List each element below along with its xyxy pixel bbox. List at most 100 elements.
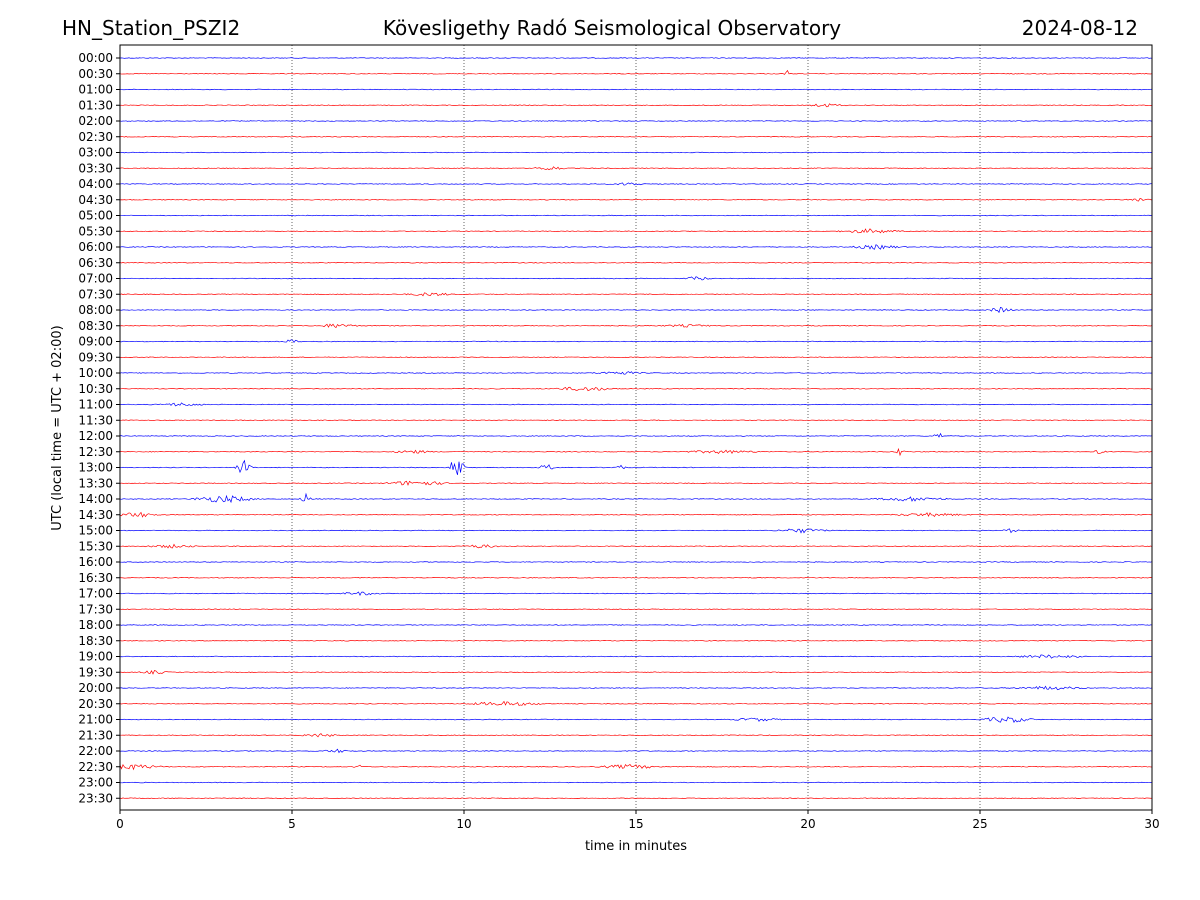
x-tick-label: 15 bbox=[628, 817, 643, 831]
y-tick-label: 01:30 bbox=[78, 98, 113, 112]
y-tick-label: 06:30 bbox=[78, 256, 113, 270]
trace-1530 bbox=[119, 543, 1153, 549]
trace-1030 bbox=[119, 386, 1153, 392]
y-tick-label: 03:30 bbox=[78, 161, 113, 175]
y-tick-label: 00:30 bbox=[78, 67, 113, 81]
y-tick-label: 02:00 bbox=[78, 114, 113, 128]
y-tick-label: 21:00 bbox=[78, 713, 113, 727]
x-axis-label: time in minutes bbox=[585, 839, 687, 854]
y-tick-label: 10:00 bbox=[78, 366, 113, 380]
trace-0230 bbox=[119, 136, 1153, 138]
y-tick-label: 18:00 bbox=[78, 618, 113, 632]
y-tick-label: 05:00 bbox=[78, 209, 113, 223]
x-tick-label: 30 bbox=[1144, 817, 1159, 831]
y-tick-label: 09:30 bbox=[78, 350, 113, 364]
x-tick-label: 0 bbox=[116, 817, 124, 831]
trace-0400 bbox=[119, 182, 1153, 186]
y-tick-label: 11:00 bbox=[78, 398, 113, 412]
y-tick-label: 23:00 bbox=[78, 776, 113, 790]
y-tick-label: 20:30 bbox=[78, 697, 113, 711]
trace-0700 bbox=[119, 276, 1153, 281]
trace-1730 bbox=[119, 608, 1153, 610]
trace-0530 bbox=[119, 228, 1153, 234]
trace-0330 bbox=[119, 166, 1153, 171]
trace-1300 bbox=[119, 459, 1153, 475]
y-tick-label: 10:30 bbox=[78, 382, 113, 396]
y-tick-label: 22:00 bbox=[78, 744, 113, 758]
x-tick-label: 10 bbox=[456, 817, 471, 831]
trace-0600 bbox=[119, 244, 1153, 250]
y-tick-label: 04:30 bbox=[78, 193, 113, 207]
trace-0000 bbox=[119, 57, 1153, 59]
trace-2030 bbox=[119, 700, 1153, 706]
y-axis-label: UTC (local time = UTC + 02:00) bbox=[50, 325, 65, 530]
y-tick-label: 15:30 bbox=[78, 539, 113, 553]
chart-title-station: HN_Station_PSZI2 bbox=[62, 16, 240, 40]
y-tick-label: 05:30 bbox=[78, 224, 113, 238]
trace-0900 bbox=[119, 339, 1153, 344]
y-tick-label: 13:00 bbox=[78, 461, 113, 475]
trace-1700 bbox=[119, 591, 1153, 596]
y-tick-label: 11:30 bbox=[78, 413, 113, 427]
trace-1500 bbox=[119, 528, 1153, 534]
trace-2100 bbox=[119, 716, 1153, 724]
trace-1930 bbox=[119, 669, 1153, 675]
y-tick-label: 21:30 bbox=[78, 728, 113, 742]
trace-1000 bbox=[119, 371, 1153, 375]
trace-2200 bbox=[119, 748, 1153, 754]
y-tick-label: 19:00 bbox=[78, 650, 113, 664]
chart-title-observatory: Kövesligethy Radó Seismological Observat… bbox=[383, 16, 841, 40]
trace-1330 bbox=[119, 480, 1153, 486]
y-tick-label: 14:30 bbox=[78, 508, 113, 522]
x-tick-label: 25 bbox=[972, 817, 987, 831]
trace-2330 bbox=[119, 797, 1153, 799]
y-tick-label: 12:30 bbox=[78, 445, 113, 459]
y-tick-label: 12:00 bbox=[78, 429, 113, 443]
y-tick-label: 14:00 bbox=[78, 492, 113, 506]
trace-1100 bbox=[119, 402, 1153, 407]
x-ticks: 0 5 10 15 20 25 30 bbox=[116, 810, 1160, 831]
trace-0800 bbox=[119, 306, 1153, 314]
trace-1630 bbox=[119, 577, 1153, 579]
y-tick-label: 07:00 bbox=[78, 272, 113, 286]
trace-1900 bbox=[119, 654, 1153, 659]
y-tick-label: 16:30 bbox=[78, 571, 113, 585]
trace-0500 bbox=[119, 214, 1153, 217]
trace-0730 bbox=[119, 292, 1153, 297]
y-tick-label: 02:30 bbox=[78, 130, 113, 144]
trace-1800 bbox=[119, 624, 1153, 626]
trace-1600 bbox=[119, 561, 1153, 563]
y-tick-label: 00:00 bbox=[78, 51, 113, 65]
y-tick-label: 04:00 bbox=[78, 177, 113, 191]
y-tick-label: 22:30 bbox=[78, 760, 113, 774]
trace-0930 bbox=[119, 356, 1153, 358]
trace-0300 bbox=[119, 151, 1153, 154]
y-tick-label: 08:30 bbox=[78, 319, 113, 333]
x-tick-label: 5 bbox=[288, 817, 296, 831]
trace-0430 bbox=[119, 198, 1153, 202]
trace-0100 bbox=[119, 88, 1153, 91]
trace-2000 bbox=[119, 685, 1153, 691]
y-tick-label: 23:30 bbox=[78, 791, 113, 805]
y-tick-label: 13:30 bbox=[78, 476, 113, 490]
plot-frame bbox=[119, 44, 1153, 811]
trace-0030 bbox=[119, 69, 1153, 75]
y-tick-label: 15:00 bbox=[78, 524, 113, 538]
y-tick-label: 06:00 bbox=[78, 240, 113, 254]
trace-0630 bbox=[119, 262, 1153, 264]
trace-group bbox=[119, 57, 1153, 799]
y-tick-label: 17:30 bbox=[78, 602, 113, 616]
y-tick-label: 19:30 bbox=[78, 665, 113, 679]
trace-2130 bbox=[119, 733, 1153, 738]
trace-0830 bbox=[119, 323, 1153, 329]
trace-1130 bbox=[119, 419, 1153, 421]
trace-1430 bbox=[119, 511, 1152, 518]
y-tick-label: 20:00 bbox=[78, 681, 113, 695]
chart-title-date: 2024-08-12 bbox=[1022, 16, 1138, 40]
y-tick-label: 17:00 bbox=[78, 587, 113, 601]
y-tick-label: 08:00 bbox=[78, 303, 113, 317]
trace-0130 bbox=[119, 103, 1153, 108]
